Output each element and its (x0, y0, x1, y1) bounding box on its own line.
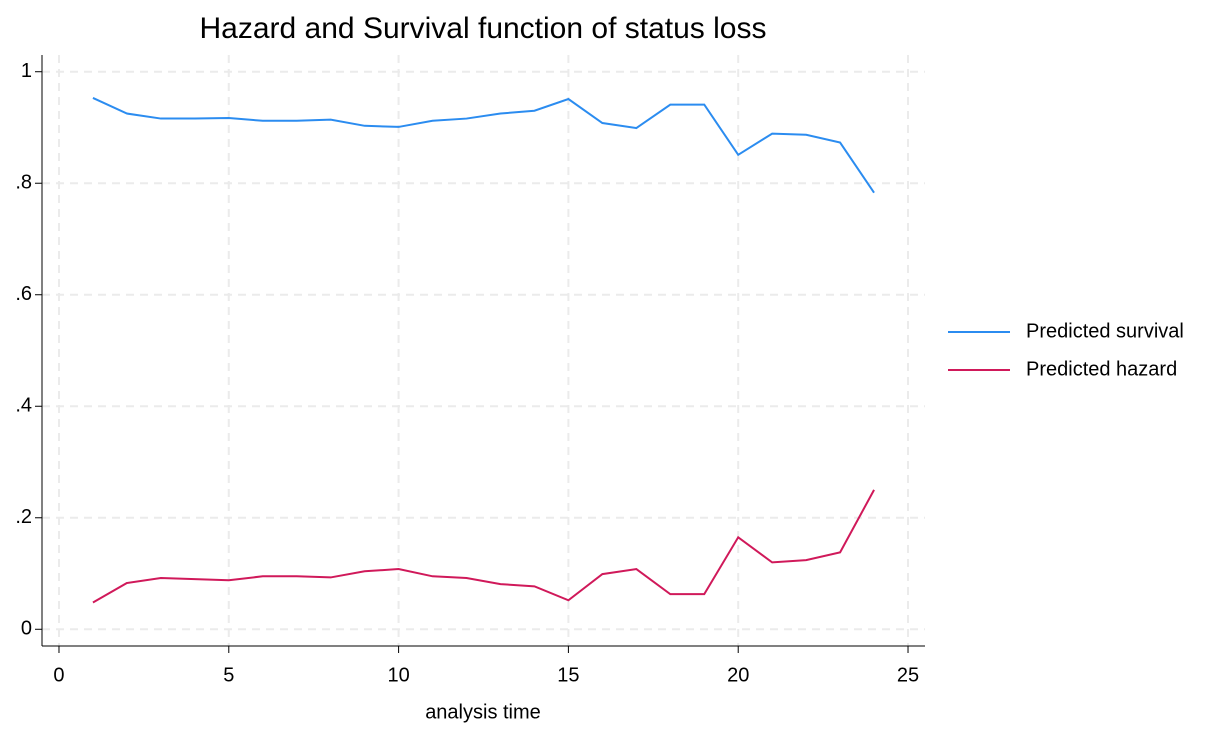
y-tick-label: 0 (21, 618, 32, 640)
series-line (92, 489, 875, 604)
y-tick-label: 1 (21, 60, 32, 82)
x-axis-label: analysis time (425, 701, 541, 723)
y-tick-label: .2 (15, 506, 32, 528)
x-tick-label: 10 (387, 664, 409, 686)
legend-label: Predicted hazard (1026, 358, 1177, 380)
y-tick-label: .6 (15, 283, 32, 305)
x-tick-label: 0 (53, 664, 64, 686)
y-tick-label: .4 (15, 395, 32, 417)
x-tick-label: 25 (897, 664, 919, 686)
y-tick-label: .8 (15, 172, 32, 194)
series-line (92, 97, 875, 194)
chart-title: Hazard and Survival function of status l… (200, 12, 767, 45)
legend-label: Predicted survival (1026, 320, 1184, 342)
x-tick-label: 15 (557, 664, 579, 686)
x-tick-label: 20 (727, 664, 749, 686)
x-tick-label: 5 (223, 664, 234, 686)
